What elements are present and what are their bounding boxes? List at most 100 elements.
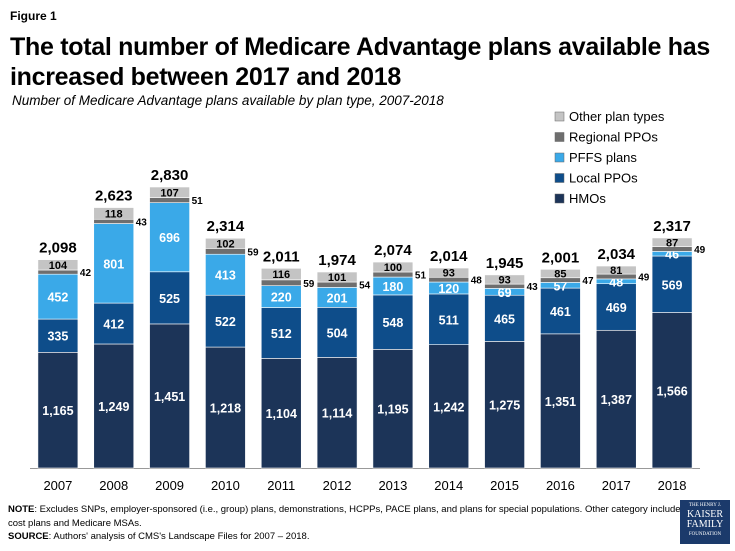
x-tick-label: 2013	[378, 478, 407, 493]
bar-local-ppos-2010	[205, 294, 246, 348]
total-label: 2,314	[207, 218, 245, 235]
value-label: 1,351	[545, 395, 576, 409]
value-label: 120	[438, 282, 459, 296]
value-label: 1,104	[266, 407, 297, 421]
bar-local-ppos-2008	[93, 302, 135, 345]
bar-local-ppos-2007	[37, 318, 79, 353]
bar-hmos-2016	[540, 333, 581, 469]
value-label: 522	[215, 315, 236, 329]
value-label: 47	[582, 276, 594, 287]
value-label: 93	[443, 268, 455, 280]
bar-pffs-plans-2009	[149, 202, 190, 273]
value-label: 101	[328, 272, 346, 284]
value-label: 104	[49, 260, 68, 272]
bar-local-ppos-2017	[595, 283, 637, 331]
x-tick-label: 2008	[99, 478, 128, 493]
value-label: 220	[271, 291, 292, 305]
value-label: 469	[606, 301, 627, 315]
value-label: 1,218	[210, 402, 241, 416]
bar-other-plan-types-2009	[149, 186, 190, 198]
legend-swatch	[554, 173, 565, 183]
bar-local-ppos-2016	[540, 287, 581, 335]
value-label: 59	[303, 279, 315, 290]
value-label: 51	[192, 196, 204, 207]
bar-other-plan-types-2010	[205, 237, 246, 249]
total-label: 2,830	[151, 167, 189, 184]
value-label: 696	[159, 231, 180, 245]
value-label: 412	[103, 318, 124, 332]
value-label: 461	[550, 305, 571, 319]
legend-swatch	[554, 193, 565, 204]
legend-swatch	[554, 152, 565, 163]
value-label: 1,566	[656, 384, 687, 398]
total-label: 2,098	[39, 240, 77, 257]
value-label: 504	[327, 326, 348, 340]
total-label: 2,623	[95, 188, 133, 205]
value-label: 42	[80, 268, 92, 279]
value-label: 511	[439, 313, 459, 327]
bar-hmos-2010	[205, 346, 246, 469]
value-label: 43	[136, 217, 148, 228]
value-label: 118	[105, 208, 123, 220]
value-label: 335	[47, 330, 68, 344]
total-label: 2,011	[263, 248, 300, 265]
value-label: 51	[415, 271, 427, 282]
legend-label: Local PPOs	[569, 171, 638, 186]
x-tick-label: 2007	[43, 478, 72, 493]
value-label: 512	[271, 327, 292, 341]
value-label: 548	[382, 316, 403, 330]
value-label: 43	[527, 282, 539, 293]
value-label: 48	[471, 276, 483, 287]
x-tick-label: 2011	[267, 478, 295, 493]
value-label: 801	[103, 257, 124, 271]
value-label: 1,249	[98, 400, 129, 414]
value-label: 102	[216, 238, 234, 250]
bar-hmos-2012	[316, 357, 358, 469]
x-tick-label: 2017	[602, 478, 631, 493]
value-label: 1,195	[377, 403, 408, 417]
source-text: : Authors' analysis of CMS's Landscape F…	[48, 531, 310, 542]
bar-pffs-plans-2008	[93, 223, 135, 304]
bar-other-plan-types-2018	[651, 237, 693, 247]
source-label: SOURCE	[8, 531, 49, 542]
value-label: 87	[666, 237, 678, 249]
value-label: 180	[382, 280, 403, 294]
value-label: 1,114	[322, 407, 353, 421]
bar-local-ppos-2014	[428, 293, 470, 345]
value-label: 1,387	[601, 393, 632, 407]
bar-hmos-2015	[484, 341, 525, 469]
legend-label: PFFS plans	[569, 150, 637, 165]
x-tick-label: 2015	[490, 478, 519, 493]
total-label: 2,317	[653, 218, 691, 235]
value-label: 452	[47, 291, 68, 305]
bar-pffs-plans-2010	[205, 253, 246, 296]
bar-other-plan-types-2017	[595, 265, 637, 275]
bar-local-ppos-2018	[651, 255, 693, 313]
bar-hmos-2014	[428, 344, 470, 469]
value-label: 1,165	[42, 404, 73, 418]
value-label: 59	[247, 247, 259, 258]
stacked-bar-chart: 1,165 335 452 42 104 2,098 2007 1,249 412 801 43 11…	[30, 109, 706, 493]
legend-label: HMOs	[569, 191, 606, 206]
bar-other-plan-types-2016	[540, 269, 581, 279]
total-label: 1,974	[318, 252, 356, 269]
total-label: 2,014	[430, 248, 468, 265]
value-label: 85	[554, 269, 566, 281]
x-tick-label: 2016	[546, 478, 575, 493]
x-tick-label: 2018	[658, 478, 687, 493]
value-label: 1,275	[489, 399, 520, 413]
kff-logo: THE HENRY J. KAISER FAMILY FOUNDATION	[680, 500, 730, 544]
bar-hmos-2018	[651, 312, 693, 469]
bar-local-ppos-2011	[260, 307, 302, 359]
value-label: 81	[610, 265, 622, 277]
value-label: 49	[638, 273, 650, 284]
legend-label: Regional PPOs	[569, 130, 658, 145]
figure-label: Figure 1	[10, 9, 57, 23]
x-tick-label: 2010	[211, 478, 240, 493]
bar-hmos-2017	[595, 329, 637, 469]
bar-other-plan-types-2008	[93, 207, 135, 220]
bar-other-plan-types-2007	[37, 259, 79, 271]
bar-local-ppos-2012	[316, 307, 358, 358]
value-label: 100	[384, 262, 402, 274]
value-label: 413	[215, 269, 236, 283]
